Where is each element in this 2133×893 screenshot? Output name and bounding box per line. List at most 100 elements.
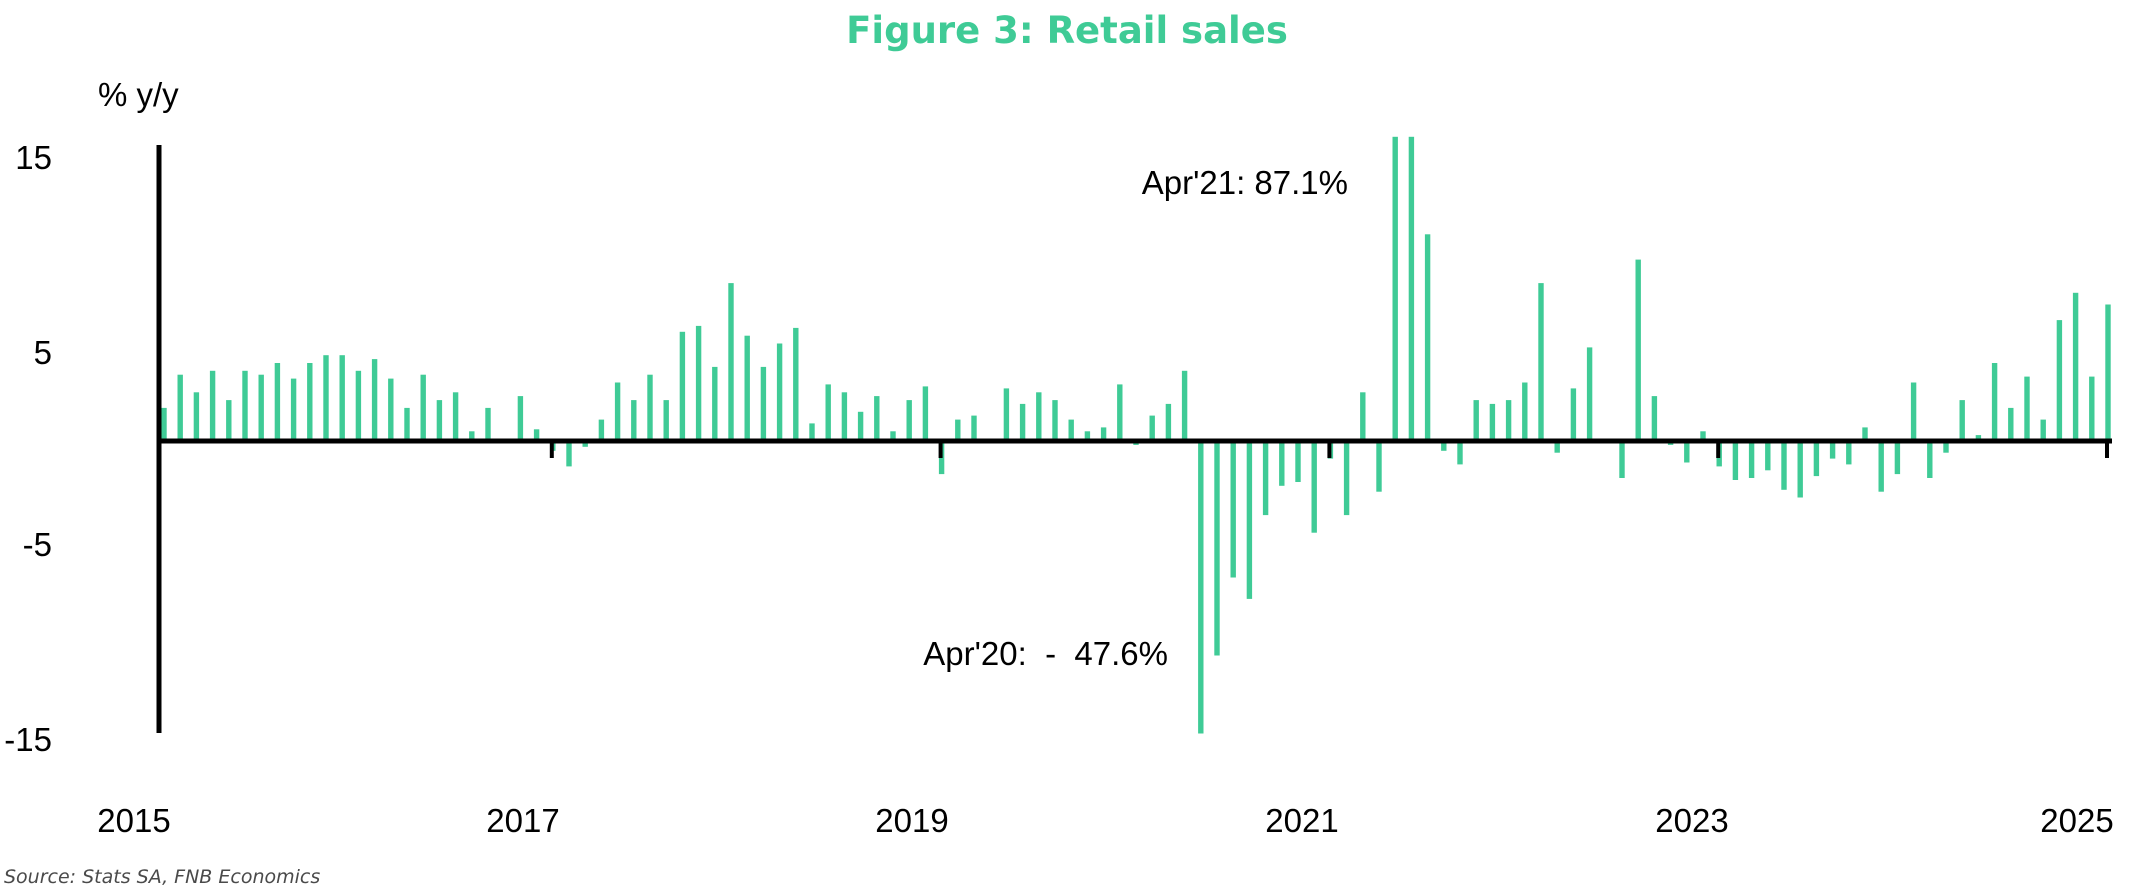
bar	[809, 423, 815, 441]
bar	[1003, 388, 1010, 442]
bar	[1295, 441, 1301, 482]
bar	[485, 407, 491, 441]
bar	[1181, 370, 1188, 441]
bar	[614, 382, 621, 441]
y-tick-label: 15	[15, 139, 52, 176]
bar	[712, 366, 718, 441]
bar	[582, 441, 588, 447]
bar	[1829, 441, 1836, 459]
bar	[1441, 441, 1447, 451]
bar	[1084, 431, 1091, 442]
bar	[1862, 427, 1868, 441]
bar	[1408, 136, 1415, 442]
bar	[663, 400, 669, 442]
x-tick-label: 2017	[486, 802, 559, 839]
bar	[955, 419, 961, 442]
bar	[776, 343, 783, 441]
bar	[1262, 441, 1269, 516]
bar	[1165, 403, 1172, 441]
bar	[1943, 441, 1949, 453]
chart-title: Figure 3: Retail sales	[846, 9, 1288, 52]
x-tick-label: 2019	[875, 802, 948, 839]
x-axis-ticks	[549, 441, 2109, 458]
bar	[695, 325, 702, 441]
bar	[1246, 441, 1253, 599]
bar	[177, 374, 183, 441]
bar	[355, 370, 362, 441]
y-tick-label: -5	[23, 526, 52, 563]
bar	[307, 363, 313, 441]
bar	[339, 355, 345, 441]
bar	[1117, 384, 1123, 441]
bar	[793, 327, 799, 441]
bar	[1230, 441, 1236, 578]
bar	[1424, 234, 1431, 441]
x-tick-label: 2025	[2040, 802, 2113, 839]
bar	[2024, 376, 2030, 441]
bar	[598, 419, 605, 442]
bar	[1538, 283, 1544, 441]
bar	[1376, 441, 1382, 492]
annotation-apr20: Apr'20: - 47.6%	[923, 635, 1168, 672]
bar	[566, 441, 572, 467]
bar	[1846, 441, 1852, 465]
bar	[1068, 419, 1074, 442]
bar	[1149, 415, 1155, 441]
bar	[517, 396, 524, 441]
x-tick-label: 2015	[97, 802, 170, 839]
source-note: Source: Stats SA, FNB Economics	[4, 866, 320, 888]
bar	[2105, 304, 2111, 441]
bar	[647, 374, 653, 441]
bar	[1019, 403, 1026, 441]
x-tick-label: 2023	[1655, 802, 1728, 839]
bar	[274, 363, 281, 441]
bar	[1959, 400, 1965, 442]
bar	[1343, 441, 1350, 516]
bar	[1635, 259, 1641, 441]
bar	[1700, 431, 1706, 442]
bar	[1473, 400, 1479, 442]
bar	[1813, 441, 1820, 477]
bar	[452, 392, 459, 442]
bar	[1748, 441, 1755, 478]
y-axis-unit-label: % y/y	[98, 76, 179, 113]
bar	[906, 400, 912, 442]
bar	[825, 384, 831, 441]
bar	[2008, 407, 2014, 441]
bar	[1198, 441, 1204, 734]
bar	[1457, 441, 1463, 465]
bar	[371, 359, 378, 441]
bar	[1052, 400, 1058, 442]
bar	[1489, 403, 1496, 441]
bar	[1586, 347, 1593, 441]
bar	[1279, 441, 1285, 486]
bar	[971, 415, 977, 441]
bar	[242, 370, 248, 441]
bar	[1651, 396, 1658, 441]
bar	[1765, 441, 1771, 471]
y-tick-label: -15	[4, 721, 52, 758]
bar	[1311, 441, 1317, 533]
bar	[1036, 392, 1042, 442]
bar	[1570, 388, 1577, 442]
bar	[1732, 441, 1739, 480]
bar	[1878, 441, 1884, 492]
bar	[857, 411, 864, 442]
bar	[1927, 441, 1933, 478]
bar	[744, 335, 750, 441]
bar	[1910, 382, 1917, 441]
bar	[323, 355, 329, 441]
bar	[1975, 435, 1982, 441]
bar	[1554, 441, 1560, 453]
bar	[1214, 441, 1220, 656]
bar	[631, 400, 637, 442]
bar	[226, 400, 232, 442]
bar	[2040, 419, 2046, 442]
bar	[1522, 382, 1528, 441]
bar	[533, 429, 540, 441]
bar	[1684, 441, 1690, 463]
bar	[1505, 400, 1512, 442]
bar	[760, 366, 767, 441]
bar	[420, 374, 426, 441]
